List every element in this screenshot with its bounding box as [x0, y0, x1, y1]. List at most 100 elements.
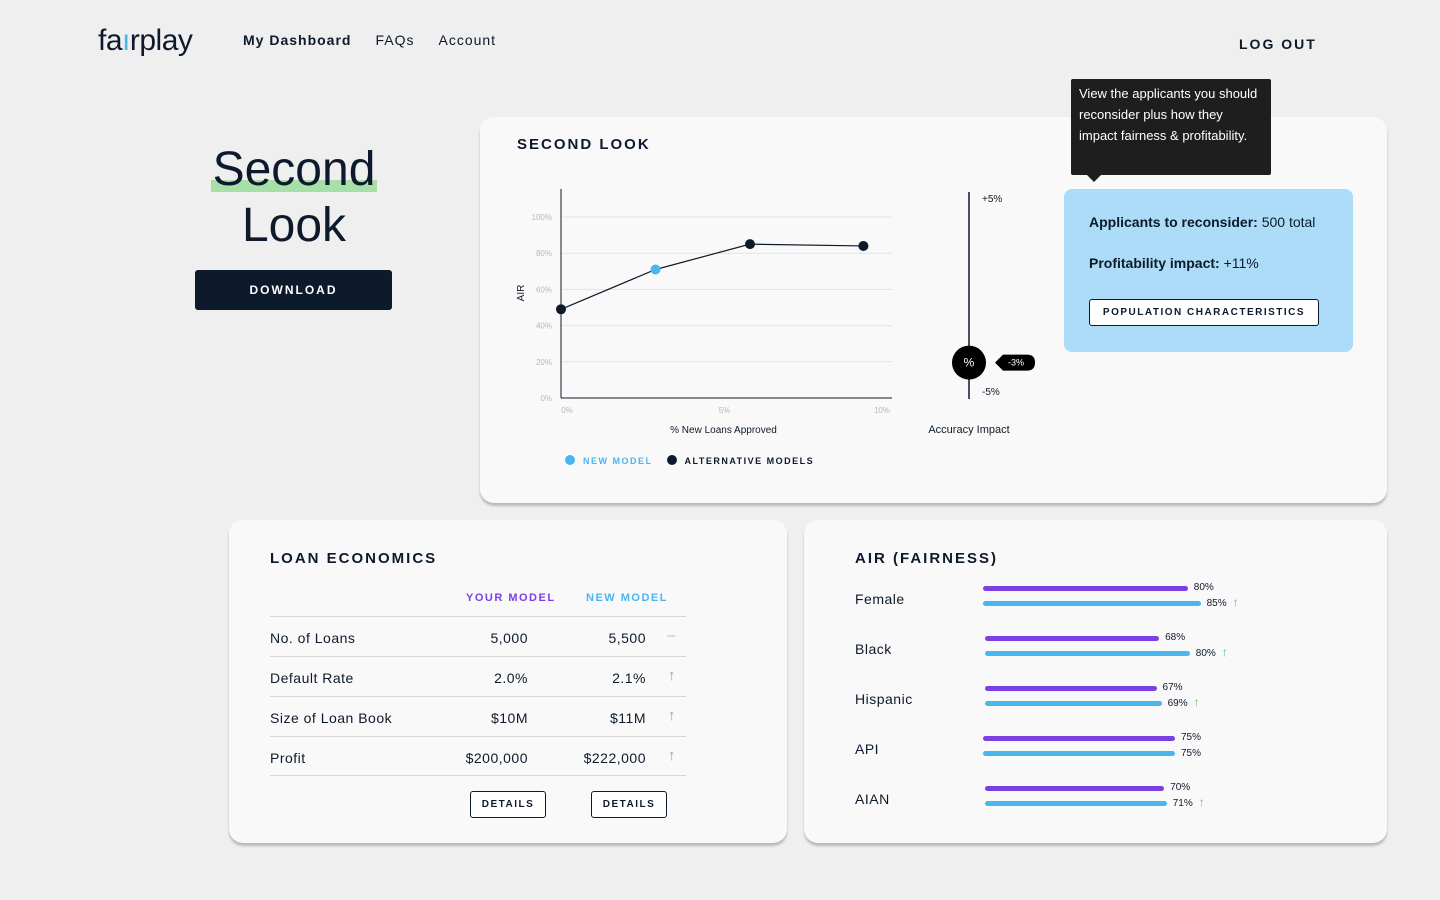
group-label: Female: [855, 591, 905, 607]
x-tick-label: 0%: [561, 406, 573, 415]
applicants-to-reconsider: Applicants to reconsider: 500 total: [1089, 214, 1315, 230]
your-model-value: $10M: [490, 710, 528, 726]
alternative-model-point: [858, 240, 869, 251]
air-row: API 75% 75%: [855, 732, 1355, 763]
col-new-model: NEW MODEL: [586, 592, 668, 604]
nav-my-dashboard[interactable]: My Dashboard: [243, 32, 352, 48]
your-model-value: 2.0%: [494, 670, 528, 686]
alternative-model-point: [556, 304, 566, 315]
arrow-up-icon: ↑: [668, 667, 676, 684]
page-title: Second Look: [194, 142, 394, 254]
applicants-value: 500 total: [1261, 214, 1316, 230]
arrow-up-icon: ↑: [668, 747, 676, 764]
accuracy-xlabel: Accuracy Impact: [928, 424, 1009, 436]
new-model-bar: [983, 751, 1175, 756]
row-label: No. of Loans: [270, 630, 356, 646]
reconsider-info-box: Applicants to reconsider: 500 total Prof…: [1064, 189, 1353, 352]
your-model-air-value: 68%: [1165, 632, 1186, 643]
arrow-up-icon: ↑: [1193, 695, 1200, 709]
series-line: [560, 243, 864, 310]
y-tick-label: 60%: [536, 285, 552, 294]
air-row: AIAN 70% 71% ↑: [855, 782, 1355, 813]
your-model-bar: [985, 686, 1157, 691]
air-fairness-card: AIR (FAIRNESS) Female 80% 85% ↑ Black 68% 80% ↑…: [804, 520, 1387, 843]
population-characteristics-button[interactable]: POPULATION CHARACTERISTICS: [1089, 299, 1319, 326]
legend-alt-models: ALTERNATIVE MODELS: [666, 455, 815, 466]
col-your-model: YOUR MODEL: [466, 592, 556, 604]
your-model-air-value: 70%: [1170, 782, 1191, 793]
new-model-air-value: 71%: [1172, 798, 1193, 809]
profitability-impact: Profitability impact: +11%: [1089, 255, 1259, 271]
new-model-value: $11M: [610, 710, 646, 726]
row-label: Size of Loan Book: [270, 710, 393, 726]
fairplay-logo[interactable]: faırplay: [98, 24, 193, 58]
page-title-line1: Second: [210, 143, 378, 196]
dash-icon: –: [667, 627, 676, 644]
accuracy-top-label: +5%: [982, 194, 1002, 205]
your-model-details-button[interactable]: DETAILS: [470, 791, 546, 818]
table-row: Profit $200,000 $222,000 ↑: [270, 736, 686, 776]
new-model-value: 5,500: [608, 630, 646, 646]
loan-economics-card: LOAN ECONOMICS YOUR MODEL NEW MODEL No. …: [229, 520, 787, 843]
chart-legend: NEW MODEL ALTERNATIVE MODELS: [565, 455, 814, 466]
your-model-bar: [985, 636, 1160, 641]
logout-link[interactable]: LOG OUT: [1239, 36, 1317, 52]
logo-part: ı: [122, 24, 130, 57]
accuracy-slider[interactable]: % -3%: [952, 345, 1035, 380]
arrow-up-icon: ↑: [1198, 795, 1205, 809]
air-row: Black 68% 80% ↑: [855, 632, 1355, 663]
your-model-value: 5,000: [490, 630, 528, 646]
new-model-air-value: 69%: [1167, 698, 1188, 709]
logo-part: a: [105, 24, 123, 57]
new-model-bar: [985, 701, 1162, 706]
new-model-air-value: 75%: [1181, 748, 1202, 759]
your-model-air-value: 80%: [1193, 582, 1214, 593]
applicants-label: Applicants to reconsider:: [1089, 214, 1258, 230]
accuracy-value-pill: [995, 354, 1035, 371]
air-line-chart: 0% 20% 40% 60% 80% 100% 0% 5% 10% % New Loans App…: [516, 189, 892, 436]
profit-label: Profitability impact:: [1089, 255, 1220, 271]
loan-economics-table: No. of Loans 5,000 5,500 – Default Rate 2.0% 2…: [270, 616, 686, 776]
accuracy-bottom-label: -5%: [982, 387, 1000, 398]
second-look-card: SECOND LOOK 0% 20% 40% 60% 80% 100% 0% 5% 10%% N…: [480, 117, 1387, 503]
logo-part: rplay: [129, 24, 193, 57]
table-row: Default Rate 2.0% 2.1% ↑: [270, 656, 686, 696]
table-row: Size of Loan Book $10M $11M ↑: [270, 696, 686, 736]
download-button[interactable]: DOWNLOAD: [195, 270, 392, 310]
nav-account[interactable]: Account: [438, 32, 497, 48]
y-tick-label: 100%: [532, 213, 552, 222]
new-model-bar: [983, 601, 1201, 606]
profit-value: +11%: [1223, 255, 1259, 271]
arrow-up-icon: ↑: [1232, 595, 1239, 609]
legend-alt-dot: [666, 455, 677, 465]
new-model-bar: [985, 801, 1167, 806]
new-model-air-value: 80%: [1195, 648, 1216, 659]
legend-new-dot: [565, 455, 575, 465]
air-row: Hispanic 67% 69% ↑: [855, 682, 1355, 713]
legend-new-label: NEW MODEL: [583, 456, 653, 466]
your-model-bar: [983, 736, 1175, 741]
new-model-bar: [985, 651, 1190, 656]
y-tick-label: 20%: [536, 358, 552, 367]
arrow-up-icon: ↑: [668, 707, 676, 724]
page-title-line2: Look: [241, 199, 347, 252]
your-model-value: $200,000: [465, 750, 528, 766]
x-tick-label: 10%: [874, 406, 890, 415]
your-model-bar: [983, 586, 1188, 591]
accuracy-value: -3%: [1008, 358, 1024, 368]
new-model-details-button[interactable]: DETAILS: [591, 791, 667, 818]
nav-faqs[interactable]: FAQs: [375, 32, 415, 48]
table-row: No. of Loans 5,000 5,500 –: [270, 616, 686, 656]
group-label: API: [855, 741, 880, 757]
alternative-model-point: [745, 239, 755, 250]
group-label: AIAN: [855, 791, 890, 807]
new-model-point: [650, 264, 661, 275]
accuracy-marker-circle: [952, 345, 986, 380]
x-axis-label: % New Loans Approved: [670, 425, 777, 436]
new-model-value: $222,000: [583, 750, 646, 766]
group-label: Hispanic: [855, 691, 913, 707]
arrow-up-icon: ↑: [1221, 645, 1228, 659]
group-label: Black: [855, 641, 892, 657]
air-row: Female 80% 85% ↑: [855, 582, 1355, 613]
row-label: Profit: [270, 750, 306, 766]
